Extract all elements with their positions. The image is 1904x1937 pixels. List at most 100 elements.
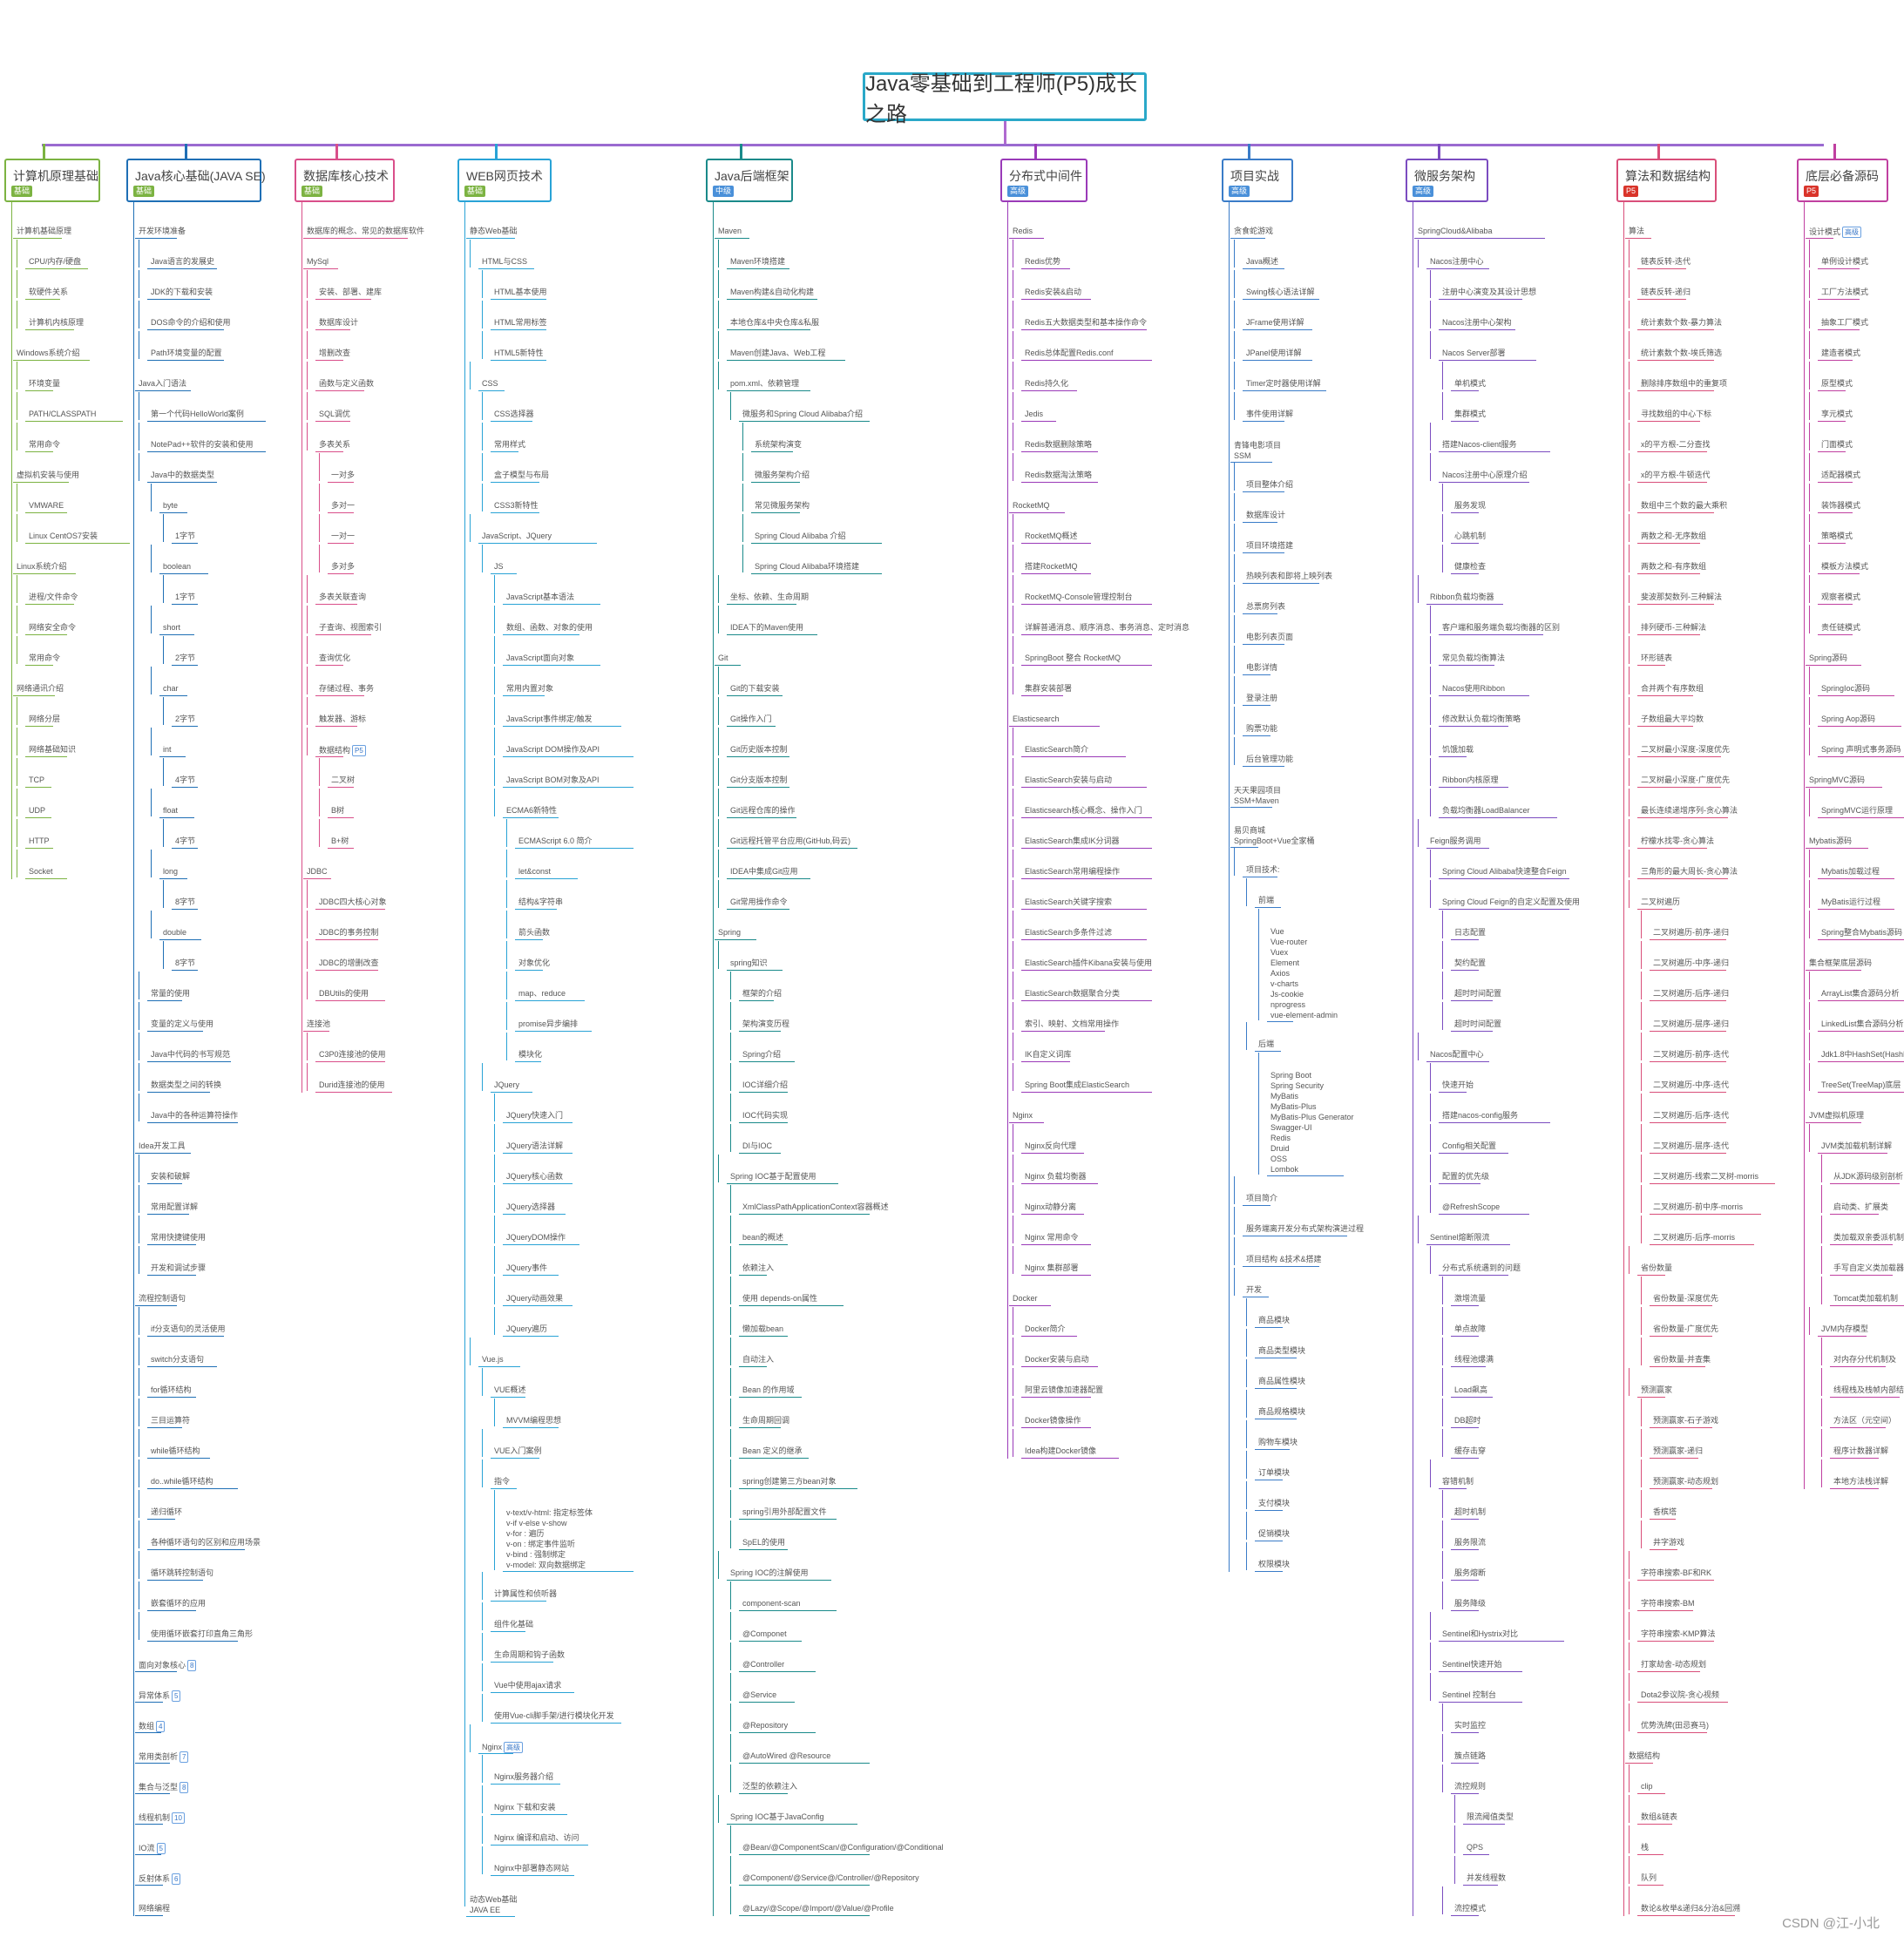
node-b7-24[interactable]: Spring Boot Spring Security MyBatis MyBa…	[1270, 1070, 1354, 1175]
node-b9-31[interactable]: 二叉树遍历-线索二叉树-morris	[1653, 1172, 1758, 1182]
node-b9-22[interactable]: 二叉树遍历	[1641, 897, 1680, 907]
node-b3-26[interactable]: 连接池	[307, 1019, 330, 1029]
topic-b6[interactable]: 分布式中间件 高级	[1000, 159, 1088, 202]
node-b2-12[interactable]: 1字节	[175, 593, 195, 602]
node-b10-32[interactable]: 启动类、扩展类	[1833, 1202, 1888, 1212]
node-b5-37[interactable]: 自动注入	[742, 1355, 774, 1365]
node-b2-32[interactable]: 常用配置详解	[151, 1202, 198, 1212]
node-b2-50[interactable]: 常用类剖析 7	[139, 1751, 189, 1763]
node-b7-19[interactable]: 易贝商城 SpringBoot+Vue全家桶	[1234, 825, 1314, 846]
node-b8-7[interactable]: 搭建Nacos-client服务	[1442, 440, 1517, 450]
node-b5-45[interactable]: component-scan	[742, 1599, 801, 1609]
node-b8-31[interactable]: 配置的优先级	[1442, 1172, 1489, 1182]
node-b4-32[interactable]: JQuery选择器	[506, 1202, 555, 1212]
node-b10-35[interactable]: Tomcat类加载机制	[1833, 1294, 1898, 1304]
node-b6-0[interactable]: Redis	[1013, 227, 1033, 236]
node-b10-37[interactable]: 对内存分代机制及	[1833, 1355, 1896, 1365]
node-b7-35[interactable]: 支付模块	[1258, 1499, 1290, 1508]
node-b8-24[interactable]: 契约配置	[1454, 958, 1486, 968]
node-b10-33[interactable]: 类加载双亲委派机制	[1833, 1233, 1904, 1243]
node-b2-27[interactable]: Java中代码的书写规范	[151, 1050, 230, 1060]
node-b7-9[interactable]: 数据库设计	[1246, 511, 1285, 520]
node-b8-44[interactable]: 服务熔断	[1454, 1568, 1486, 1578]
node-b2-8[interactable]: Java中的数据类型	[151, 471, 214, 480]
node-b9-1[interactable]: 链表反转-迭代	[1641, 257, 1691, 267]
node-b9-0[interactable]: 算法	[1629, 227, 1644, 236]
node-b7-16[interactable]: 购票功能	[1246, 724, 1277, 734]
node-b8-15[interactable]: Nacos使用Ribbon	[1442, 684, 1505, 694]
node-b8-13[interactable]: 客户端和服务端负载均衡器的区别	[1442, 623, 1560, 633]
node-b5-7[interactable]: 系统架构演变	[755, 440, 802, 450]
node-b9-38[interactable]: 预测赢家	[1641, 1385, 1672, 1395]
node-b7-28[interactable]: 开发	[1246, 1285, 1262, 1295]
node-b9-54[interactable]: 队列	[1641, 1873, 1657, 1883]
node-b3-17[interactable]: 数据结构 P5	[319, 745, 366, 756]
node-b5-43[interactable]: SpEL的使用	[742, 1538, 785, 1548]
node-b9-2[interactable]: 链表反转-递归	[1641, 288, 1691, 297]
node-b9-35[interactable]: 省份数量-深度优先	[1653, 1294, 1718, 1304]
node-b8-39[interactable]: DB超时	[1454, 1416, 1481, 1426]
node-b8-42[interactable]: 超时机制	[1454, 1507, 1486, 1517]
node-b2-24[interactable]: 8字节	[175, 958, 195, 968]
node-b9-53[interactable]: 栈	[1641, 1843, 1649, 1852]
node-b4-19[interactable]: ECMA6新特性	[506, 806, 557, 816]
topic-b3[interactable]: 数据库核心技术 基础	[295, 159, 395, 202]
node-b8-49[interactable]: 实时监控	[1454, 1721, 1486, 1730]
node-b5-8[interactable]: 微服务架构介绍	[755, 471, 810, 480]
node-b5-15[interactable]: Git的下载安装	[730, 684, 780, 694]
node-b2-44[interactable]: 循环跳转控制语句	[151, 1568, 213, 1578]
topic-b7[interactable]: 项目实战 高级	[1222, 159, 1293, 202]
node-b7-11[interactable]: 热映列表和即将上映列表	[1246, 572, 1332, 581]
node-b8-33[interactable]: Sentinel熔断限流	[1430, 1233, 1490, 1243]
node-b5-29[interactable]: IOC代码实现	[742, 1111, 788, 1121]
node-b8-5[interactable]: 单机模式	[1454, 379, 1486, 389]
node-b2-51[interactable]: 集合与泛型 8	[139, 1782, 189, 1793]
node-b5-51[interactable]: 泛型的依赖注入	[742, 1782, 797, 1791]
node-b4-11[interactable]: JS	[494, 562, 504, 572]
node-b4-35[interactable]: JQuery动画效果	[506, 1294, 563, 1304]
node-b1-2[interactable]: 软硬件关系	[29, 288, 68, 297]
node-b2-34[interactable]: 开发和调试步骤	[151, 1263, 206, 1273]
node-b9-41[interactable]: 预测赢家-动态规划	[1653, 1477, 1718, 1487]
node-b9-39[interactable]: 预测赢家-石子游戏	[1653, 1416, 1718, 1426]
node-b8-6[interactable]: 集群模式	[1454, 410, 1486, 419]
node-b3-23[interactable]: JDBC的事务控制	[319, 928, 379, 938]
node-b5-5[interactable]: pom.xml、依赖管理	[730, 379, 799, 389]
node-b5-31[interactable]: Spring IOC基于配置使用	[730, 1172, 816, 1182]
node-b1-20[interactable]: HTTP	[29, 836, 50, 846]
node-b4-30[interactable]: JQuery语法详解	[506, 1141, 563, 1151]
node-b7-1[interactable]: Java概述	[1246, 257, 1278, 267]
node-b4-14[interactable]: JavaScript面向对象	[506, 654, 574, 663]
node-b4-27[interactable]: 模块化	[518, 1050, 542, 1060]
node-b9-21[interactable]: 三角形的最大周长-贪心算法	[1641, 867, 1738, 877]
node-b10-17[interactable]: Spring 声明式事务源码	[1821, 745, 1901, 755]
node-b5-14[interactable]: Git	[718, 654, 728, 663]
node-b6-5[interactable]: Redis持久化	[1025, 379, 1068, 389]
node-b9-37[interactable]: 省份数量-并查集	[1653, 1355, 1711, 1365]
node-b9-27[interactable]: 二叉树遍历-前序-迭代	[1653, 1050, 1729, 1060]
node-b2-55[interactable]: 网络编程	[139, 1904, 170, 1913]
node-b8-23[interactable]: 日志配置	[1454, 928, 1486, 938]
node-b8-47[interactable]: Sentinel快速开始	[1442, 1660, 1502, 1669]
topic-b2[interactable]: Java核心基础(JAVA SE) 基础	[126, 159, 266, 202]
node-b6-37[interactable]: Docker安装与启动	[1025, 1355, 1089, 1365]
node-b5-53[interactable]: @Bean/@ComponentScan/@Configuration/@Con…	[742, 1843, 944, 1852]
node-b10-21[interactable]: Mybatis加载过程	[1821, 867, 1880, 877]
node-b10-23[interactable]: Spring整合Mybatis源码	[1821, 928, 1902, 938]
node-b9-10[interactable]: 两数之和-无序数组	[1641, 532, 1706, 541]
node-b4-4[interactable]: HTML5新特性	[494, 349, 544, 358]
node-b4-18[interactable]: JavaScript BOM对象及API	[506, 775, 600, 785]
node-b8-22[interactable]: Spring Cloud Feign的自定义配置及使用	[1442, 897, 1580, 907]
node-b5-3[interactable]: 本地仓库&中央仓库&私服	[730, 318, 819, 328]
node-b6-20[interactable]: ElasticSearch集成IK分词器	[1025, 836, 1120, 846]
node-b6-25[interactable]: ElasticSearch数据聚合分类	[1025, 989, 1120, 999]
node-b1-13[interactable]: 网络安全命令	[29, 623, 76, 633]
node-b8-14[interactable]: 常见负载均衡算法	[1442, 654, 1505, 663]
node-b2-37[interactable]: switch分支语句	[151, 1355, 204, 1365]
node-b5-17[interactable]: Git历史版本控制	[730, 745, 788, 755]
node-b1-12[interactable]: 进程/文件命令	[29, 593, 78, 602]
node-b6-1[interactable]: Redis优势	[1025, 257, 1060, 267]
node-b3-4[interactable]: 增删改查	[319, 349, 350, 358]
topic-b9[interactable]: 算法和数据结构 P5	[1616, 159, 1717, 202]
node-b9-8[interactable]: x的平方根-牛顿迭代	[1641, 471, 1711, 480]
